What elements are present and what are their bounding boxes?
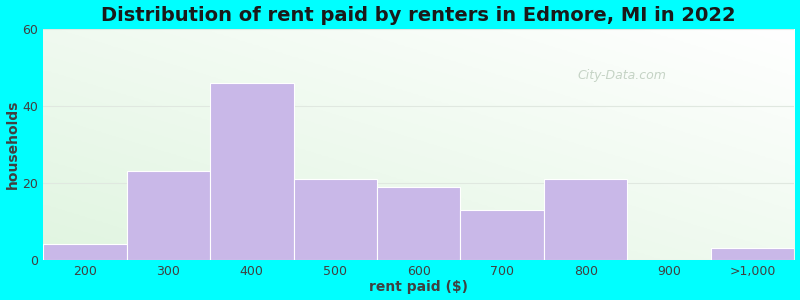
Title: Distribution of rent paid by renters in Edmore, MI in 2022: Distribution of rent paid by renters in … [102, 6, 736, 25]
Bar [461, 210, 544, 260]
Bar [210, 83, 294, 260]
Text: City-Data.com: City-Data.com [577, 69, 666, 82]
X-axis label: rent paid ($): rent paid ($) [370, 280, 468, 294]
Bar [544, 179, 627, 260]
Bar [126, 171, 210, 260]
Bar [377, 187, 461, 260]
Bar [711, 248, 794, 260]
Y-axis label: households: households [6, 100, 19, 189]
Bar [294, 179, 377, 260]
Bar [43, 244, 126, 260]
